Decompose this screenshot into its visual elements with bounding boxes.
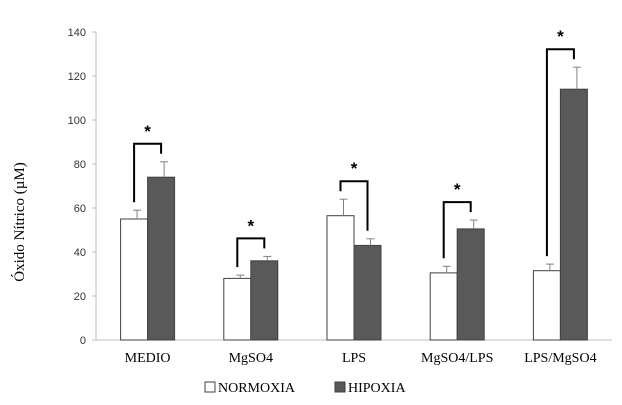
significance-star: *: [247, 216, 254, 235]
x-tick-label: MgSO4/LPS: [421, 351, 493, 366]
significance-bracket: [442, 201, 472, 259]
bar-hipoxia-3: [456, 228, 485, 341]
significance-bracket: [339, 180, 369, 231]
significance-star: *: [454, 180, 461, 199]
y-tick-label: 80: [74, 159, 86, 171]
x-tick-label: MEDIO: [125, 351, 171, 366]
y-tick-label: 140: [68, 27, 86, 39]
y-tick-label: 120: [68, 71, 86, 83]
significance-star: *: [557, 27, 564, 46]
y-tick-label: 20: [74, 291, 86, 303]
significance-bracket: [133, 142, 163, 203]
y-tick-label: 60: [74, 203, 86, 215]
x-tick-label: LPS: [342, 351, 366, 366]
bar-normoxia-2: [326, 215, 355, 341]
y-axis-label: Óxido Nítrico (µM): [11, 162, 28, 281]
bar-hipoxia-2: [353, 244, 382, 341]
bar-hipoxia-1: [250, 260, 279, 341]
bar-hipoxia-4: [559, 88, 588, 341]
bar-normoxia-4: [532, 270, 561, 341]
x-tick-label: LPS/MgSO4: [524, 351, 596, 366]
significance-bracket: [236, 237, 266, 268]
bar-normoxia-3: [429, 272, 458, 341]
y-tick-label: 40: [74, 247, 86, 259]
significance-brackets: * * * * *: [133, 27, 575, 268]
legend-swatch-hipoxia: [334, 381, 346, 393]
axes: 0 20 40 60 80 100 120 140 MEDIO MgSO4 LPS MgSO4/LPS…: [68, 27, 612, 366]
bar-hipoxia-0: [147, 176, 176, 341]
legend-label-hipoxia: HIPOXIA: [348, 381, 406, 396]
bars: [120, 66, 588, 341]
legend-swatch-normoxia: [204, 381, 216, 393]
legend-label-normoxia: NORMOXIA: [218, 381, 296, 396]
significance-star: *: [351, 159, 358, 178]
legend: NORMOXIA HIPOXIA: [204, 381, 406, 396]
y-tick-label: 0: [80, 335, 86, 347]
bar-normoxia-0: [120, 218, 149, 341]
x-tick-label: MgSO4: [229, 351, 273, 366]
significance-star: *: [144, 122, 151, 141]
y-tick-label: 100: [68, 115, 86, 127]
significance-bracket: [545, 48, 575, 257]
bar-normoxia-1: [223, 277, 252, 341]
